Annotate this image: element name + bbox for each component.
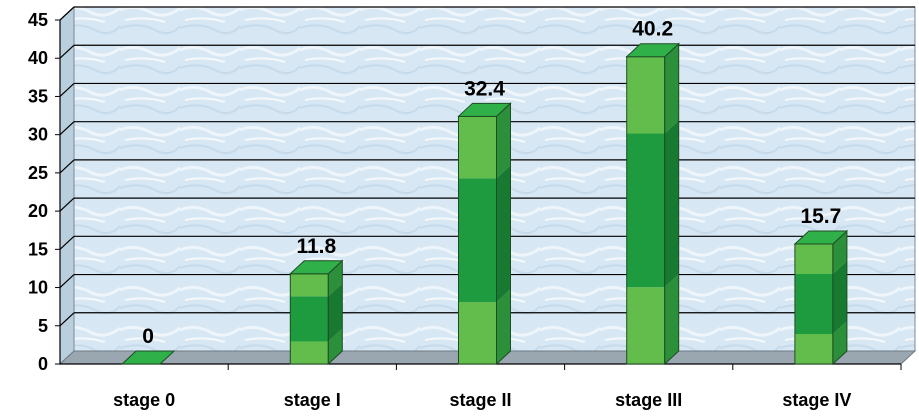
- bar-stage-iii: [625, 42, 680, 366]
- bar-front-upper: [794, 243, 833, 274]
- bar-front-upper: [626, 56, 665, 134]
- bar-front-lower: [290, 341, 329, 364]
- bar-side-upper: [832, 230, 847, 274]
- gridline-depth: [59, 44, 75, 59]
- bar-front-middle: [290, 296, 329, 342]
- bar-side-lower: [832, 320, 847, 364]
- labels: 0 5 10 15 20 25 30 35 40 45 0 stage 0 11.8 stage I 32.…: [28, 10, 851, 410]
- bar-side-lower: [496, 289, 511, 364]
- y-tick-label: 45: [28, 10, 48, 30]
- bar-front-lower: [794, 333, 833, 364]
- bar-front-middle: [458, 178, 497, 303]
- y-tick-label: 40: [28, 48, 48, 68]
- data-label: 32.4: [464, 77, 505, 100]
- bar-top: [793, 230, 849, 245]
- gridline-depth: [59, 6, 75, 21]
- bar-side-lower: [328, 328, 343, 364]
- bar-front-upper: [458, 116, 497, 179]
- y-tick-label: 5: [38, 316, 48, 336]
- bar-side-middle: [664, 120, 679, 288]
- bar-front-middle: [626, 133, 665, 288]
- y-tick-label: 0: [38, 354, 48, 374]
- bar-side-upper: [664, 43, 679, 134]
- x-tick-label: stage IV: [782, 390, 851, 410]
- bar-side-upper: [328, 260, 343, 297]
- bar-side-middle: [832, 260, 847, 334]
- gridline-depth: [59, 312, 75, 327]
- x-tick-label: stage 0: [113, 390, 175, 410]
- bar-top: [289, 260, 344, 275]
- bar-front-upper: [290, 273, 329, 297]
- y-tick-label: 35: [28, 86, 48, 106]
- y-tick-label: 10: [28, 278, 48, 298]
- gridline-depth: [59, 83, 75, 97]
- x-tick-label: stage I: [284, 390, 341, 410]
- bar-top: [625, 43, 680, 58]
- bar-side-lower: [664, 274, 679, 364]
- bar-front-lower: [626, 287, 665, 364]
- data-label: 15.7: [800, 205, 841, 228]
- bar-top: [457, 102, 512, 117]
- bars: [120, 42, 849, 366]
- bar-stage-ii: [457, 102, 512, 366]
- bar-stage-0: [120, 350, 176, 365]
- y-tick-label: 20: [28, 201, 48, 221]
- bar-top: [120, 350, 176, 365]
- y-tick-label: 15: [28, 239, 48, 259]
- bar-side-middle: [328, 283, 343, 342]
- y-tick-label: 25: [28, 163, 48, 183]
- gridline-depth: [59, 235, 75, 250]
- x-tick-label: stage II: [449, 390, 511, 410]
- x-tick-label: stage III: [615, 390, 682, 410]
- bar-front-lower: [458, 302, 497, 364]
- data-label: 0: [142, 325, 154, 348]
- data-label: 11.8: [296, 235, 336, 258]
- gridline-depth: [59, 274, 75, 288]
- gridline-depth: [59, 197, 75, 212]
- bar-front-middle: [794, 273, 833, 334]
- bar-stage-i: [289, 259, 344, 366]
- bar-side-upper: [496, 103, 511, 179]
- bar-stage-iv: [793, 229, 849, 366]
- gridline-depth: [59, 121, 75, 136]
- bar-side-middle: [496, 165, 511, 303]
- side-wall: [59, 5, 75, 366]
- data-label: 40.2: [632, 18, 673, 41]
- gridline-depth: [59, 159, 75, 174]
- y-tick-label: 30: [28, 125, 48, 145]
